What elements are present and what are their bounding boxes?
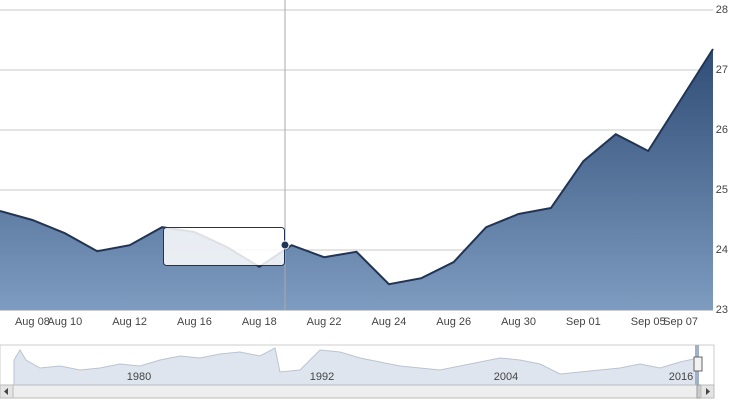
navigator-label: 2016 <box>669 371 693 383</box>
y-tick-label: 25 <box>716 184 728 196</box>
scrollbar-track[interactable] <box>0 384 715 399</box>
x-tick-label: Aug 26 <box>436 316 471 328</box>
y-tick-label: 28 <box>716 4 728 16</box>
tooltip <box>163 227 285 266</box>
x-tick-label: Sep 07 <box>663 316 698 328</box>
area-fill <box>0 49 713 310</box>
y-tick-label: 24 <box>716 244 728 256</box>
navigator-label: 1992 <box>310 371 334 383</box>
x-tick-label: Aug 24 <box>371 316 406 328</box>
x-tick-label: Sep 01 <box>566 316 601 328</box>
x-tick-label: Sep 05 <box>631 316 666 328</box>
x-tick-label: Aug 12 <box>112 316 147 328</box>
arrow-left <box>4 388 8 395</box>
scrollbar <box>0 384 715 399</box>
x-tick-label: Aug 16 <box>177 316 212 328</box>
area-line <box>0 48 714 286</box>
plot-area <box>0 9 714 311</box>
navigator-label: 1980 <box>127 371 151 383</box>
navigator-handle[interactable] <box>693 356 703 372</box>
navigator-series <box>13 347 699 386</box>
x-tick-label: Aug 22 <box>307 316 342 328</box>
x-tick-label: Aug 18 <box>242 316 277 328</box>
navigator-label: 2004 <box>494 371 518 383</box>
y-tick-label: 26 <box>716 124 728 136</box>
y-tick-label: 23 <box>716 304 728 316</box>
x-tick-label: Aug 08 <box>15 316 50 328</box>
arrow-right <box>706 388 710 395</box>
scrollbar-thumb[interactable] <box>696 384 702 399</box>
hover-marker <box>280 240 290 250</box>
navigator: 1980 1992 2004 2016 <box>0 344 715 386</box>
y-tick-label: 27 <box>716 64 728 76</box>
x-tick-label: Aug 30 <box>501 316 536 328</box>
x-tick-label: Aug 10 <box>47 316 82 328</box>
